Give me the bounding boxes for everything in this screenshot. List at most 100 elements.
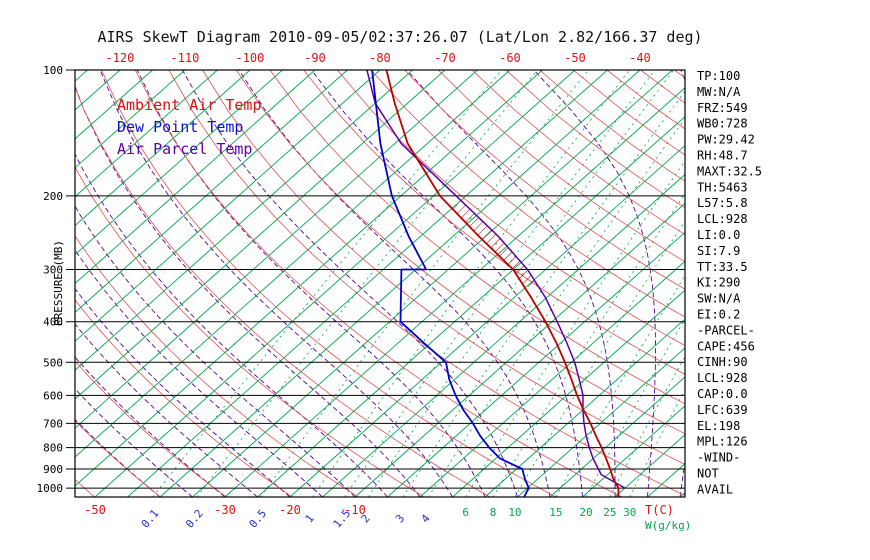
pressure-tick-label: 900 xyxy=(43,463,63,476)
stat-line: MAXT:32.5 xyxy=(697,164,762,178)
mixing-ratio-line xyxy=(196,70,538,497)
stat-line: EL:198 xyxy=(697,419,740,433)
pressure-tick-label: 300 xyxy=(43,264,63,277)
isotherm-line xyxy=(582,405,685,497)
mixing-ratio-line xyxy=(312,70,630,497)
isotherm-line xyxy=(0,70,22,497)
isotherm-line xyxy=(75,70,413,371)
plot-frame xyxy=(74,69,686,498)
isotherm-line xyxy=(75,70,543,487)
mixing-ratio-label: 20 xyxy=(579,506,592,519)
bottom-temp-label: -50 xyxy=(84,503,106,517)
pressure-tick-label: 600 xyxy=(43,389,63,402)
mixing-ratio-line xyxy=(428,118,685,497)
stat-line: RH:48.7 xyxy=(697,149,748,163)
mixing-ratio-label: 4 xyxy=(419,512,433,526)
isotherm-line xyxy=(75,70,446,400)
moist-adiabat-line xyxy=(406,70,616,497)
stat-line: KI:290 xyxy=(697,276,740,290)
isotherm-line xyxy=(159,70,641,497)
mixing-ratio-label: 25 xyxy=(603,506,616,519)
top-temp-label: -100 xyxy=(235,51,264,65)
pressure-tick-label: 1000 xyxy=(37,482,64,495)
top-temp-label: -120 xyxy=(105,51,134,65)
mixing-ratio-label: 15 xyxy=(549,506,562,519)
moist-adiabat-line xyxy=(75,153,388,497)
isotherm-line xyxy=(75,70,251,227)
parcel-curve xyxy=(366,70,626,489)
isotherm-line xyxy=(127,70,608,497)
mixing-ratio-line xyxy=(344,70,656,497)
top-temp-label: -80 xyxy=(369,51,391,65)
moist-adiabat-line xyxy=(75,85,421,497)
dry-adiabat-line xyxy=(235,70,685,435)
bottom-temp-label: -30 xyxy=(214,503,236,517)
dry-adiabat-line xyxy=(75,235,359,497)
legend-dewpoint-label: Dew Point Temp xyxy=(117,118,243,136)
dry-adiabat-line xyxy=(303,70,685,375)
stat-line: CAPE:456 xyxy=(697,339,755,353)
pressure-axis-label: PRESSURE (MB) xyxy=(52,240,65,326)
moist-adiabat-line xyxy=(75,356,226,497)
mixing-ratio-lines xyxy=(152,70,685,497)
pressure-tick-label: 400 xyxy=(43,316,63,329)
stat-line: AVAIL xyxy=(697,482,733,496)
moist-adiabat-line xyxy=(136,70,486,497)
mixing-ratio-label: 10 xyxy=(508,506,521,519)
pressure-tick-label: 500 xyxy=(43,356,63,369)
isotherm-line xyxy=(647,463,685,497)
dry-adiabat-line xyxy=(336,70,685,346)
stat-line: MW:N/A xyxy=(697,85,741,99)
stat-line: SW:N/A xyxy=(697,292,741,306)
dry-adiabat-line xyxy=(75,299,293,497)
isotherm-line xyxy=(75,70,186,169)
mixing-ratio-line xyxy=(260,70,589,497)
mixing-ratio-label: 3 xyxy=(393,512,407,525)
top-temp-label: -110 xyxy=(170,51,199,65)
mixing-ratio-label: 0.1 xyxy=(139,507,162,531)
stat-line: TT:33.5 xyxy=(697,260,748,274)
chart-title: AIRS SkewT Diagram 2010-09-05/02:37:26.0… xyxy=(97,28,702,46)
stat-line: PW:29.42 xyxy=(697,133,755,147)
moist-adiabat-line xyxy=(99,70,453,497)
top-temp-labels: -120 -110 -100 -90 -80 -70 -60 -50 -40 xyxy=(105,51,650,65)
isotherm-line xyxy=(75,70,218,198)
stat-line: -PARCEL- xyxy=(697,323,755,337)
legend-ambient-label: Ambient Air Temp xyxy=(117,96,262,114)
dry-adiabat-line xyxy=(438,70,685,263)
isotherm-line xyxy=(354,202,685,497)
isotherm-line xyxy=(192,70,673,497)
isotherm-lines xyxy=(0,70,685,497)
dewpoint-curve xyxy=(371,70,530,497)
mixing-ratio-label: 0.5 xyxy=(246,507,269,531)
cape-hatch-polygon xyxy=(448,204,539,287)
mixing-ratio-line xyxy=(367,70,674,497)
isotherm-line xyxy=(419,260,685,497)
dry-adiabat-line xyxy=(75,420,161,497)
stat-line: LI:0.0 xyxy=(697,228,740,242)
stat-line: MPL:126 xyxy=(697,435,748,449)
isotherm-line xyxy=(75,70,511,458)
dry-adiabat-line xyxy=(75,360,227,497)
stat-line: CINH:90 xyxy=(697,355,748,369)
stat-line: WB0:728 xyxy=(697,117,748,131)
cape-hatch-area xyxy=(448,204,539,287)
dry-adiabat-line xyxy=(505,70,685,209)
stat-line: LCL:928 xyxy=(697,212,748,226)
stat-line: SI:7.9 xyxy=(697,244,740,258)
dry-adiabat-line xyxy=(370,70,685,318)
top-temp-label: -60 xyxy=(499,51,521,65)
temp-unit-label: T(C) xyxy=(645,503,674,517)
isotherm-line xyxy=(257,116,685,497)
mixing-ratio-label: 30 xyxy=(623,506,636,519)
stat-line: CAP:0.0 xyxy=(697,387,748,401)
dry-adiabat-line xyxy=(134,70,623,497)
isotherm-line xyxy=(322,173,685,497)
isotherm-line xyxy=(0,70,55,497)
moist-adiabat-line xyxy=(182,70,518,497)
mixing-ratio-label: 8 xyxy=(490,506,497,519)
moist-adiabat-line xyxy=(75,249,323,497)
dry-adiabat-line xyxy=(75,86,491,497)
pressure-tick-labels: 100 200 300 400 500 600 700 800 900 1000 xyxy=(37,64,75,495)
